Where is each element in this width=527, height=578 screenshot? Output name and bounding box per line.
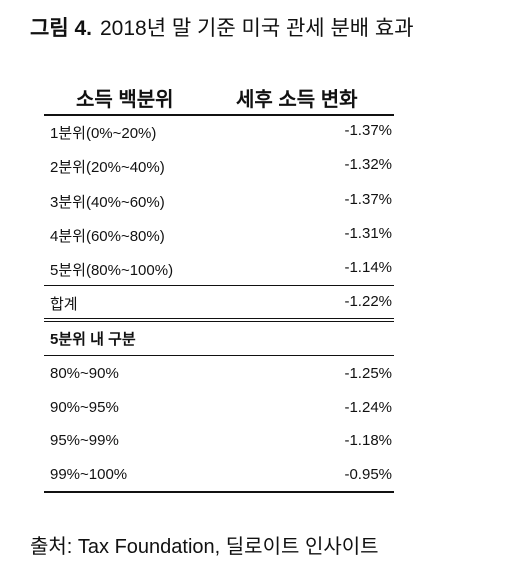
- value-cell: -0.95%: [344, 466, 392, 484]
- label-cell: 95%~99%: [50, 432, 119, 450]
- column-header: 소득 백분위: [76, 89, 174, 111]
- value-cell: -1.37%: [344, 122, 392, 139]
- value-cell: -1.18%: [344, 432, 392, 450]
- double-rule: [44, 318, 394, 319]
- value-cell: -1.31%: [344, 224, 392, 242]
- column-header: 세후 소득 변화: [236, 89, 358, 111]
- figure-label: 그림 4.: [30, 17, 92, 40]
- value-cell: -1.37%: [344, 190, 392, 208]
- value-cell: -1.14%: [344, 259, 392, 277]
- source-note: 출처: Tax Foundation, 딜로이트 인사이트: [30, 536, 379, 558]
- label-cell: 80%~90%: [50, 365, 119, 382]
- label-cell: 1분위(0%~20%): [50, 125, 157, 142]
- double-rule: [44, 321, 394, 322]
- label-cell: 2분위(20%~40%): [50, 159, 165, 177]
- label-cell: 합계: [50, 296, 78, 313]
- value-cell: -1.22%: [344, 293, 392, 310]
- label-cell: 4분위(60%~80%): [50, 227, 165, 245]
- figure-text: 2018년 말 기준 미국 관세 분배 효과: [100, 17, 414, 40]
- value-cell: -1.24%: [344, 398, 392, 416]
- value-cell: -1.32%: [344, 156, 392, 174]
- label-cell: 90%~95%: [50, 398, 119, 416]
- label-cell: 3분위(40%~60%): [50, 193, 165, 211]
- label-cell: 5분위(80%~100%): [50, 262, 174, 280]
- header-rule: [44, 114, 394, 116]
- value-cell: -1.25%: [344, 365, 392, 382]
- bottom-rule: [44, 491, 394, 493]
- figure-title: 그림 4. 2018년 말 기준 미국 관세 분배 효과: [30, 12, 414, 42]
- label-cell: 5분위 내 구분: [50, 331, 136, 348]
- row-rule: [44, 355, 394, 356]
- row-rule: [44, 285, 394, 286]
- label-cell: 99%~100%: [50, 466, 128, 484]
